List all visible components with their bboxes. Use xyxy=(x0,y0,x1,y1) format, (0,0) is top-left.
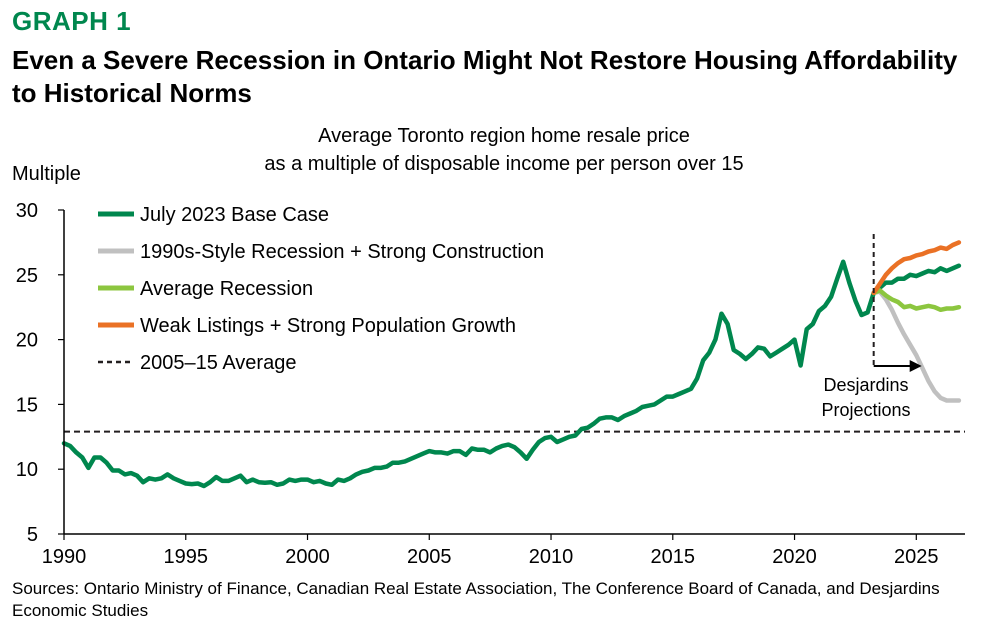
series-line-1 xyxy=(871,289,962,403)
x-tick-label: 2005 xyxy=(407,546,452,568)
x-tick-label: 2025 xyxy=(894,546,939,568)
y-tick-label: 30 xyxy=(16,200,38,222)
chart-subtitle-line-1: Average Toronto region home resale price xyxy=(318,125,690,147)
series-line-3 xyxy=(871,240,962,296)
chart-subtitle-line-2: as a multiple of disposable income per p… xyxy=(264,153,743,175)
legend-label-2: Average Recession xyxy=(140,278,313,300)
y-tick-label: 10 xyxy=(16,459,38,481)
sources-note: Sources: Ontario Ministry of Finance, Ca… xyxy=(12,579,940,620)
graph-label: GRAPH 1 xyxy=(12,6,132,36)
x-tick-label: 1995 xyxy=(164,546,209,568)
x-tick-label: 2000 xyxy=(285,546,330,568)
y-tick-label: 20 xyxy=(16,330,38,352)
x-tick-label: 2015 xyxy=(651,546,696,568)
legend-label-1: 1990s-Style Recession + Strong Construct… xyxy=(140,241,544,263)
y-tick-label: 25 xyxy=(16,265,38,287)
series-line-2 xyxy=(871,288,962,313)
legend-label-0: July 2023 Base Case xyxy=(140,204,329,226)
series-layer xyxy=(61,240,962,489)
page-title: Even a Severe Recession in Ontario Might… xyxy=(12,45,958,108)
projection-label-line-1: Desjardins xyxy=(823,375,908,395)
x-tick-label: 2010 xyxy=(529,546,574,568)
legend: July 2023 Base Case 1990s-Style Recession… xyxy=(98,204,544,374)
y-tick-label: 15 xyxy=(16,394,38,416)
projection-label-line-2: Projections xyxy=(821,400,910,420)
y-axis-label: Multiple xyxy=(12,163,81,185)
x-tick-label: 1990 xyxy=(42,546,87,568)
legend-label-4: 2005–15 Average xyxy=(140,352,296,374)
projection-annotation: Desjardins Projections xyxy=(821,234,922,420)
x-tick-label: 2020 xyxy=(772,546,817,568)
y-tick-label: 5 xyxy=(27,524,38,546)
projection-arrow-head xyxy=(909,360,922,372)
series-line-0 xyxy=(61,259,962,489)
legend-label-3: Weak Listings + Strong Population Growth xyxy=(140,315,516,337)
